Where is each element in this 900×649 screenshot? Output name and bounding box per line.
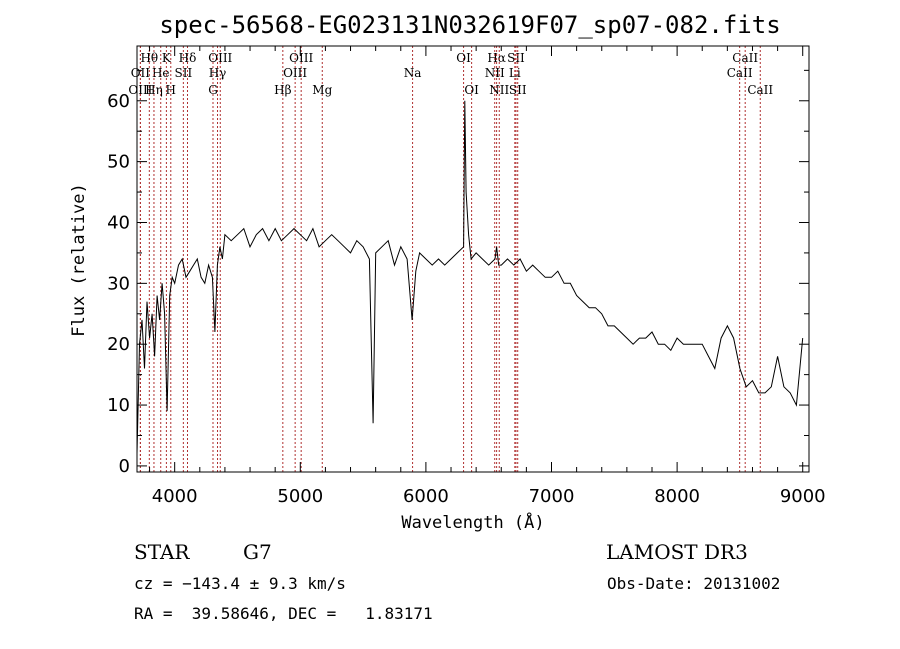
line-marker-label: Hα [487, 51, 506, 65]
y-tick-label: 10 [107, 395, 130, 416]
line-marker-label: SII [509, 83, 527, 97]
x-axis-ticks: 4000 5000 6000 7000 8000 9000 [149, 46, 826, 507]
line-marker-label: OIII [283, 66, 307, 80]
line-marker-label: SII [507, 51, 525, 65]
line-marker-label: OII [131, 66, 151, 80]
y-tick-label: 0 [119, 456, 130, 477]
y-tick-label: 50 [107, 152, 130, 173]
line-marker-label: Hγ [209, 66, 227, 80]
line-marker-label: OI [464, 83, 479, 97]
line-marker-label: G [208, 83, 218, 97]
x-tick-label: 7000 [529, 486, 575, 507]
redshift-velocity: cz = −143.4 ± 9.3 km/s [134, 574, 346, 593]
line-marker-label: NII [489, 83, 509, 97]
line-marker-label: Li [509, 66, 521, 80]
y-tick-label: 60 [107, 91, 130, 112]
x-axis-label: Wavelength (Å) [401, 511, 544, 533]
line-marker-label: H [166, 83, 176, 97]
line-marker-label: Hθ [140, 51, 158, 65]
line-marker-label: Hη [145, 83, 163, 97]
line-marker-label: He [152, 66, 170, 80]
line-marker-label: Hδ [179, 51, 197, 65]
x-tick-label: 8000 [654, 486, 700, 507]
line-marker-label: Na [404, 66, 422, 80]
ra-dec-coordinates: RA = 39.58646, DEC = 1.83171 [134, 604, 433, 623]
line-marker-label: CaII [727, 66, 753, 80]
observation-date: Obs-Date: 20131002 [607, 574, 781, 593]
y-axis-label: Flux (relative) [69, 183, 89, 337]
object-subclass: G7 [243, 540, 272, 564]
line-marker-label: CaII [732, 51, 758, 65]
y-tick-label: 40 [107, 212, 130, 233]
y-tick-label: 30 [107, 273, 130, 294]
x-tick-label: 5000 [277, 486, 323, 507]
line-marker-label: NII [485, 66, 505, 80]
line-marker-label: CaII [747, 83, 773, 97]
x-tick-label: 4000 [152, 486, 198, 507]
x-tick-label: 6000 [403, 486, 449, 507]
plot-frame [136, 45, 810, 473]
line-marker-label: K [162, 51, 172, 65]
line-marker-label: OIII [128, 83, 152, 97]
line-marker-label: OIII [289, 51, 313, 65]
line-marker-label: Mg [312, 83, 332, 97]
chart-title: spec-56568-EG023131N032619F07_sp07-082.f… [159, 11, 780, 39]
line-marker-label: Hβ [274, 83, 291, 97]
line-marker-label: OI [456, 51, 471, 65]
y-tick-label: 20 [107, 334, 130, 355]
line-marker-label: SII [174, 66, 192, 80]
plot-area [136, 100, 804, 454]
spectrum-line [136, 100, 804, 454]
line-marker-label: OIII [208, 51, 232, 65]
x-tick-label: 9000 [780, 486, 826, 507]
y-axis-ticks: 0 10 20 30 40 50 60 [107, 69, 809, 477]
survey-name: LAMOST DR3 [606, 540, 748, 564]
object-class: STAR [134, 540, 190, 564]
